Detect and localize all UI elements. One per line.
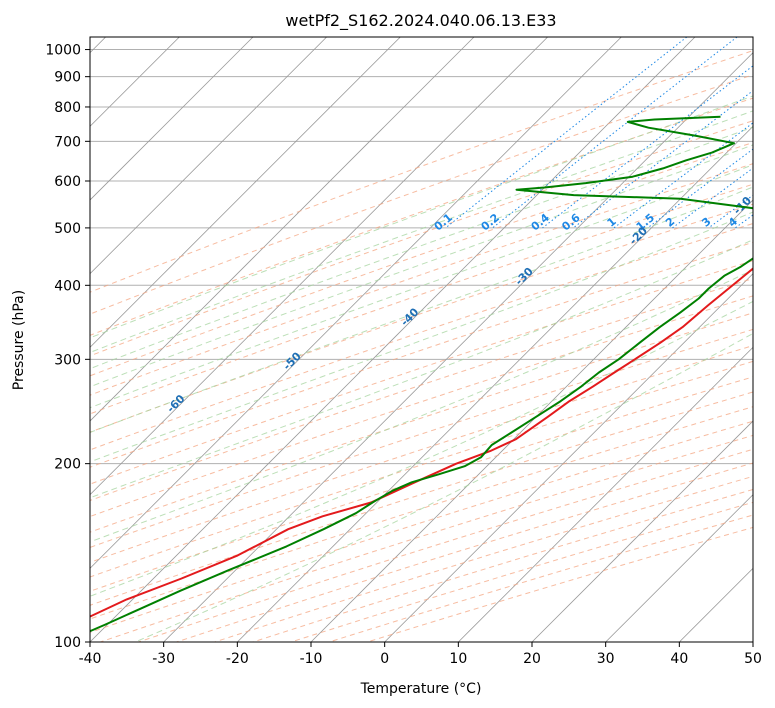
dry-adiabat-line: [90, 391, 753, 606]
x-tick-label: 10: [449, 651, 467, 667]
x-tick-label: 20: [523, 651, 541, 667]
x-tick-label: -40: [79, 651, 102, 667]
dry-adiabat-line: [90, 295, 753, 518]
y-tick-label: 1000: [45, 43, 81, 59]
dry-adiabat-line: [90, 50, 753, 293]
moist-adiabat-line: [90, 186, 753, 433]
x-tick-label: -20: [226, 651, 249, 667]
y-tick-label: 600: [54, 174, 81, 190]
moist-adiabat-line: [90, 211, 753, 463]
mixing-ratio-line: [672, 167, 753, 229]
y-tick-label: 400: [54, 278, 81, 294]
temperature-profile-line: [90, 267, 753, 618]
y-axis-title: Pressure (hPa): [11, 290, 27, 390]
moist-adiabat-line: [90, 95, 753, 339]
isotherm-line: [237, 125, 753, 642]
dry-adiabat-line: [90, 74, 753, 315]
y-tick-label: 900: [54, 70, 81, 86]
profile-lines: [90, 115, 753, 633]
isotherm-line: [90, 37, 327, 275]
isotherm-line: [90, 37, 548, 496]
isotherm-line: [384, 273, 753, 642]
chart-title: wetPf2_S162.2024.040.06.13.E33: [285, 11, 556, 31]
dry-adiabat-line: [90, 241, 753, 468]
x-tick-label: -10: [300, 651, 323, 667]
plot-frame: [89, 36, 754, 643]
moist-adiabat-line: [90, 126, 753, 370]
moist-adiabat-line: [135, 332, 753, 642]
x-tick-label: 30: [597, 651, 615, 667]
y-tick-label: 200: [54, 457, 81, 473]
x-axis-title: Temperature (°C): [360, 681, 482, 697]
x-tick-label: 50: [744, 651, 762, 667]
dry-adiabat-line: [90, 141, 753, 377]
isotherm-line: [90, 37, 622, 569]
y-tick-label: 500: [54, 221, 81, 237]
isotherm-line: [531, 420, 753, 642]
dry-adiabat-line: [90, 312, 753, 533]
mixing-ratio-line: [542, 65, 753, 229]
isotherm-line: [90, 37, 475, 422]
background-lines: [90, 37, 753, 642]
isotherm-line: [458, 346, 753, 642]
dry-adiabat-line: [90, 260, 753, 485]
dry-adiabat-line: [90, 163, 753, 396]
y-tick-label: 100: [54, 635, 81, 651]
isotherm-line: [605, 494, 753, 642]
mixing-ratio-line: [492, 37, 738, 229]
isotherm-line: [90, 37, 696, 642]
x-tick-label: -30: [152, 651, 175, 667]
x-tick-label: 40: [670, 651, 688, 667]
dry-adiabat-line: [90, 345, 753, 563]
y-tick-label: 800: [54, 100, 81, 116]
moist-adiabat-line: [90, 144, 753, 388]
axes: -40 -30 -20 -10 0 10 20 30 40 50 100 200 300 400 500 60…: [45, 43, 762, 667]
mixing-ratio-line: [572, 90, 753, 229]
y-tick-label: 300: [54, 352, 81, 368]
dewpoint-profile-line: [90, 115, 753, 633]
isotherm-line: [90, 37, 254, 201]
x-tick-label: 0: [380, 651, 389, 667]
dry-adiabat-line: [90, 203, 753, 433]
y-tick-label: 700: [54, 134, 81, 150]
isotherm-line: [90, 37, 401, 348]
